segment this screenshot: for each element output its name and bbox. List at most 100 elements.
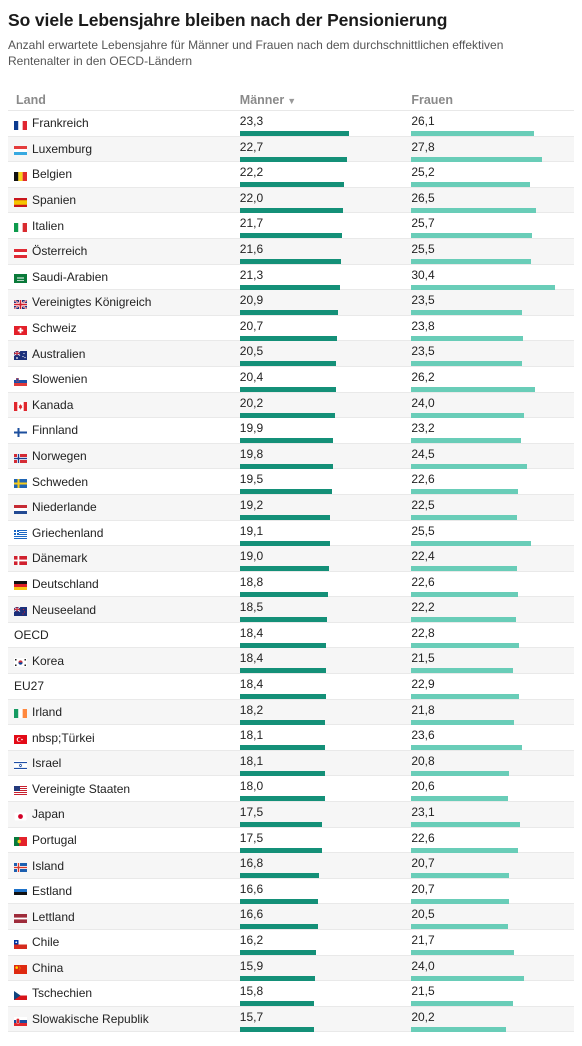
frauen-value: 30,4 (411, 267, 435, 282)
frauen-value: 22,2 (411, 600, 435, 615)
country-cell: Lettland (8, 904, 240, 929)
country-name: Norwegen (32, 449, 87, 464)
flag-ca-icon (14, 400, 27, 412)
table-row: Portugal 17,5 22,6 (8, 828, 574, 854)
maenner-value: 22,2 (239, 165, 264, 180)
maenner-bar (239, 796, 325, 802)
maenner-cell: 15,9 (239, 956, 412, 981)
frauen-cell: 23,6 (411, 725, 574, 751)
country-name: Slowenien (32, 372, 88, 387)
column-header-maenner[interactable]: Männer ▼ (240, 93, 412, 107)
table-row: Kanada 20,2 24,0 (8, 392, 574, 419)
country-name: Slowakische Republik (32, 1012, 149, 1027)
maenner-bar (239, 540, 330, 546)
frauen-value: 22,8 (411, 625, 435, 640)
frauen-bar (411, 207, 537, 213)
country-cell: Portugal (8, 828, 240, 853)
frauen-bar (411, 950, 514, 955)
country-name: China (32, 960, 64, 975)
country-name: Irland (32, 704, 63, 719)
maenner-value: 21,7 (239, 216, 264, 231)
country-cell: Italien (8, 213, 240, 238)
frauen-value: 22,9 (411, 677, 435, 692)
frauen-bar (411, 566, 517, 572)
maenner-bar (239, 975, 315, 981)
maenner-cell: 18,4 (239, 648, 412, 674)
frauen-cell: 23,1 (411, 802, 574, 828)
maenner-bar (239, 514, 331, 520)
maenner-cell: 18,2 (239, 700, 412, 725)
maenner-value: 15,7 (239, 1009, 264, 1024)
maenner-bar (239, 591, 329, 597)
maenner-bar (239, 335, 338, 341)
table-row: Luxemburg 22,7 27,8 (8, 136, 574, 163)
frauen-cell: 26,2 (411, 367, 574, 392)
maenner-value: 18,1 (239, 753, 264, 768)
maenner-bar (239, 207, 344, 213)
frauen-cell: 24,5 (411, 444, 574, 469)
maenner-cell: 21,6 (239, 239, 412, 264)
frauen-cell: 22,6 (411, 572, 574, 597)
country-cell: Belgien (8, 162, 240, 187)
country-name: Schweden (32, 474, 89, 489)
flag-gr-icon (14, 528, 27, 540)
frauen-bar (411, 463, 527, 469)
maenner-value: 22,0 (239, 190, 264, 205)
frauen-cell: 21,5 (411, 981, 574, 1007)
country-cell: Schweiz (8, 316, 240, 341)
frauen-bar (411, 617, 516, 623)
country-cell: Island (8, 853, 240, 878)
frauen-value: 26,2 (411, 369, 435, 384)
country-cell: Saudi-Arabien (8, 265, 240, 290)
maenner-bar (239, 233, 342, 239)
frauen-cell: 20,2 (411, 1007, 574, 1032)
column-header-frauen[interactable]: Frauen (411, 93, 454, 107)
maenner-cell: 19,5 (239, 469, 412, 495)
frauen-cell: 22,2 (411, 597, 574, 623)
frauen-cell: 20,6 (411, 776, 574, 802)
country-name: Frankreich (32, 116, 89, 131)
frauen-cell: 22,6 (411, 828, 574, 853)
frauen-cell: 26,1 (411, 111, 574, 136)
maenner-bar (239, 310, 339, 316)
country-cell: Dänemark (8, 546, 240, 571)
country-cell: Kanada (8, 393, 240, 418)
maenner-cell: 21,7 (239, 213, 412, 239)
frauen-value: 21,8 (411, 702, 435, 717)
frauen-cell: 21,8 (411, 700, 574, 725)
flag-tr-icon (14, 733, 27, 745)
maenner-bar (239, 617, 327, 623)
country-name: Griechenland (32, 525, 104, 540)
column-header-land[interactable]: Land (16, 93, 46, 107)
country-name: Vereinigtes Königreich (32, 295, 152, 310)
table-row: Finnland 19,9 23,2 (8, 418, 574, 444)
country-cell: Frankreich (8, 111, 240, 136)
frauen-bar (411, 719, 515, 725)
frauen-bar (411, 745, 523, 751)
maenner-bar (239, 719, 326, 725)
maenner-value: 20,2 (239, 395, 264, 410)
column-header-maenner-label: Männer (239, 93, 285, 107)
frauen-value: 22,6 (411, 830, 435, 845)
frauen-bar (411, 233, 533, 239)
frauen-cell: 23,8 (411, 316, 574, 341)
table-row: Griechenland 19,1 25,5 (8, 521, 574, 547)
flag-is-icon (14, 861, 27, 873)
country-cell: OECD (8, 623, 240, 648)
frauen-cell: 24,0 (411, 956, 574, 981)
table-row: Japan 17,5 23,1 (8, 802, 574, 828)
country-name: Japan (32, 807, 65, 822)
frauen-cell: 20,8 (411, 751, 574, 776)
frauen-bar (411, 258, 532, 264)
frauen-bar (411, 847, 518, 853)
flag-lu-icon (14, 144, 27, 156)
sort-descending-icon[interactable]: ▼ (287, 96, 297, 106)
maenner-cell: 20,7 (239, 316, 412, 341)
country-name: Island (32, 858, 65, 873)
frauen-value: 22,5 (411, 497, 435, 512)
table-row: Irland 18,2 21,8 (8, 699, 574, 726)
maenner-bar (239, 131, 350, 136)
frauen-cell: 21,5 (411, 648, 574, 674)
country-name: Niederlande (32, 500, 97, 515)
country-name: Portugal (32, 832, 77, 847)
